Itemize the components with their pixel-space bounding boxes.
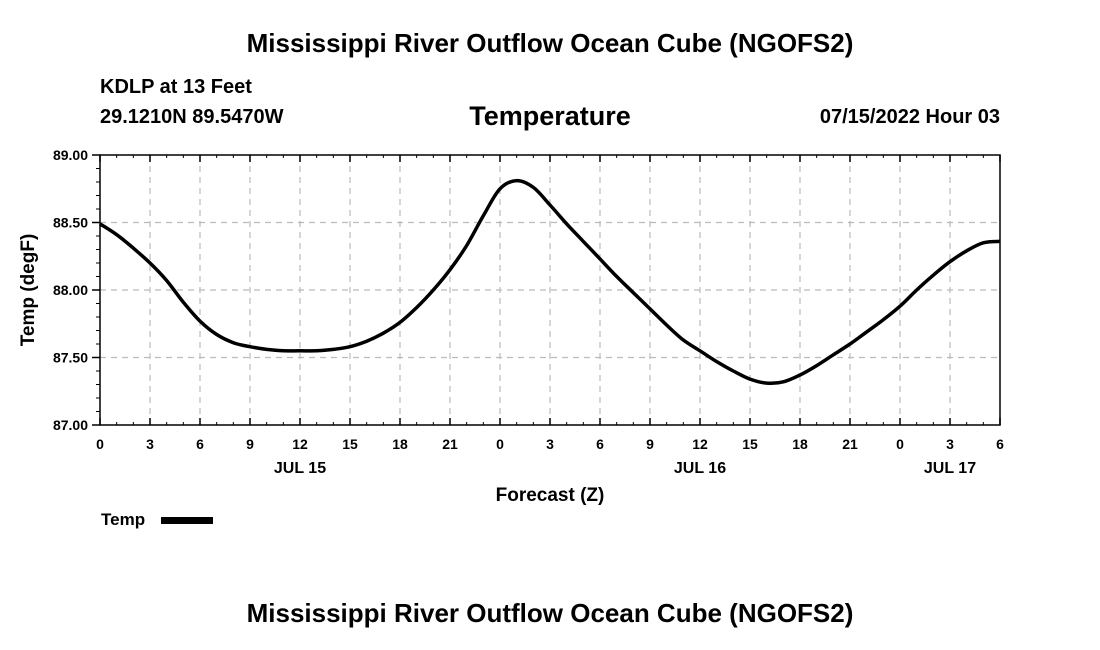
temperature-chart: 87.00 87.50 88.00 88.50 89.00 0 3 6 9 12 15 18 21 0 3 6…: [18, 147, 1004, 529]
variable-title: Temperature: [469, 101, 631, 131]
x-tick-label: 0: [896, 436, 904, 452]
x-tick-label: 15: [342, 436, 358, 452]
legend-swatch: [161, 517, 213, 524]
x-tick-label: 15: [742, 436, 758, 452]
chart-title: Mississippi River Outflow Ocean Cube (NG…: [246, 28, 854, 58]
day-label: JUL 17: [924, 460, 976, 477]
x-tick-label: 12: [692, 436, 708, 452]
plot-frame: [99, 154, 1001, 426]
axis-labels: 87.00 87.50 88.00 88.50 89.00 0 3 6 9 12 15 18 21 0 3 6…: [53, 147, 1004, 477]
station-label: KDLP at 13 Feet: [100, 76, 252, 98]
y-tick-label: 87.50: [53, 350, 88, 366]
x-tick-label: 18: [792, 436, 808, 452]
x-tick-label: 6: [996, 436, 1004, 452]
y-tick-label: 88.50: [53, 215, 88, 231]
x-tick-label: 0: [496, 436, 504, 452]
chart-title-bottom: Mississippi River Outflow Ocean Cube (NG…: [246, 598, 854, 628]
x-tick-label: 9: [246, 436, 254, 452]
day-label: JUL 15: [274, 460, 326, 477]
y-tick-label: 88.00: [53, 282, 88, 298]
day-label: JUL 16: [674, 460, 726, 477]
x-tick-label: 12: [292, 436, 308, 452]
legend-label: Temp: [101, 510, 145, 529]
x-tick-label: 3: [546, 436, 554, 452]
x-tick-label: 21: [842, 436, 858, 452]
x-tick-label: 3: [946, 436, 954, 452]
x-tick-label: 9: [646, 436, 654, 452]
x-tick-label: 18: [392, 436, 408, 452]
grid-lines: [100, 155, 1000, 425]
x-axis-title: Forecast (Z): [496, 485, 605, 506]
temp-series-line: [99, 178, 1001, 386]
x-tick-label: 21: [442, 436, 458, 452]
forecast-datetime: 07/15/2022 Hour 03: [819, 106, 1000, 128]
y-tick-label: 89.00: [53, 147, 88, 163]
y-tick-label: 87.00: [53, 417, 88, 433]
x-tick-label: 0: [96, 436, 104, 452]
station-coordinates: 29.1210N 89.5470W: [100, 106, 284, 128]
x-tick-label: 6: [596, 436, 604, 452]
x-tick-label: 3: [146, 436, 154, 452]
y-axis-title: Temp (degF): [18, 234, 39, 347]
x-tick-label: 6: [196, 436, 204, 452]
